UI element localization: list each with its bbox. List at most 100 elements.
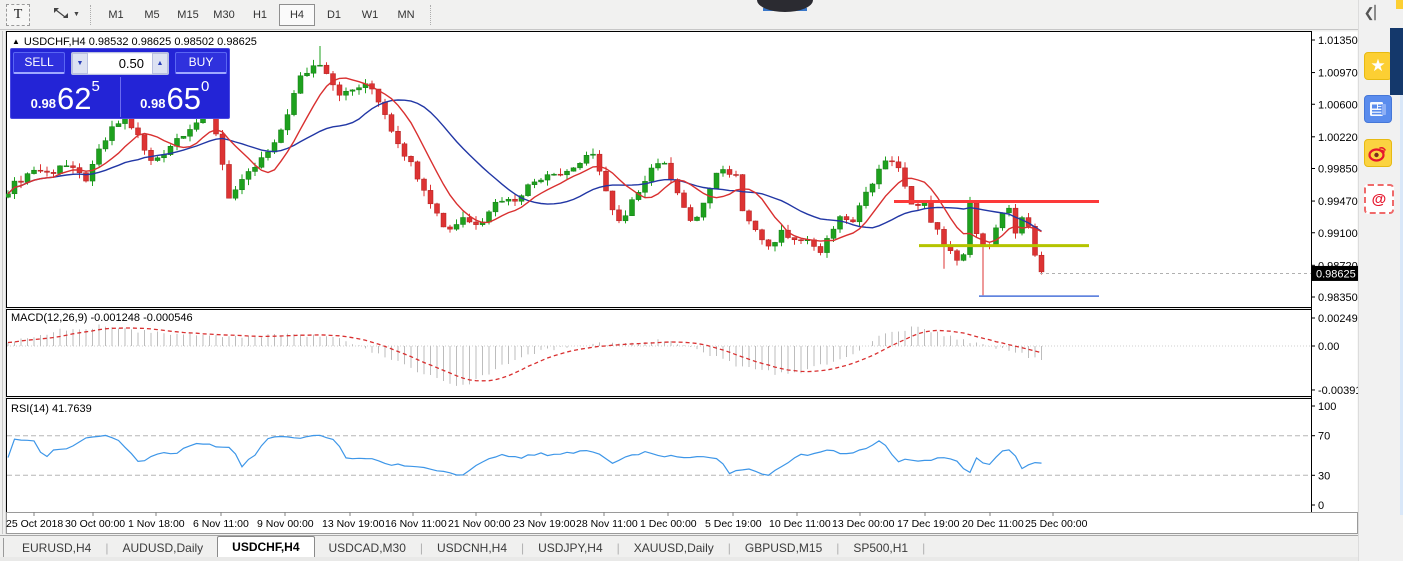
favorites-star-icon[interactable]: ★	[1364, 52, 1392, 80]
time-axis-label: 1 Dec 00:00	[640, 518, 697, 530]
candle-body	[304, 72, 310, 77]
candle-body	[453, 224, 460, 230]
collapse-chart-icon[interactable]: ▲	[12, 37, 20, 46]
timeframe-button-m30[interactable]: M30	[213, 8, 235, 21]
buy-price-display[interactable]: 0.98 65 0	[121, 77, 230, 117]
candle-body	[882, 160, 889, 170]
chart-tab-sp500[interactable]: SP500,H1	[853, 541, 909, 555]
candle-body	[57, 165, 63, 174]
candle-body	[902, 167, 908, 187]
chart-tab-usdcad[interactable]: USDCAD,M30	[328, 541, 406, 555]
sell-button[interactable]: SELL	[13, 52, 65, 74]
candle-body	[349, 89, 356, 92]
background-window-block	[1390, 28, 1403, 95]
candle-body	[336, 84, 343, 96]
candle-body	[284, 114, 291, 131]
chart-tab-usdcnh[interactable]: USDCNH,H4	[437, 541, 508, 555]
price-axis-panel	[1311, 31, 1358, 534]
tab-separator: |	[419, 541, 423, 555]
chart-tab-xauusd[interactable]: XAUUSD,Daily	[633, 541, 714, 555]
price-axis-label: 1.00970	[1318, 68, 1358, 80]
candle-body	[583, 155, 590, 164]
candle-body	[31, 169, 37, 174]
time-axis-label: 13 Nov 19:00	[322, 518, 385, 530]
rsi-axis-label: 30	[1318, 470, 1330, 482]
candle-body	[577, 163, 583, 169]
candle-body	[154, 157, 161, 161]
candle-body	[531, 181, 538, 185]
candle-body	[609, 190, 616, 211]
collapse-sidebar-icon[interactable]: ❮▏	[1363, 5, 1385, 20]
background-window-logo	[757, 0, 813, 12]
candle-body	[297, 75, 304, 94]
time-axis-label: 5 Dec 19:00	[705, 518, 762, 530]
macd-panel[interactable]	[6, 309, 1312, 397]
time-axis-label: 10 Dec 11:00	[769, 518, 831, 530]
price-axis-label: 0.99850	[1318, 164, 1358, 176]
diagonal-arrows-icon	[52, 6, 70, 23]
candle-body	[148, 150, 154, 161]
chart-tab-gbpusd[interactable]: GBPUSD,M15	[744, 541, 823, 555]
chart-tab-eurusd[interactable]: EURUSD,H4	[22, 541, 92, 555]
buy-price-prefix: 0.98	[140, 96, 166, 111]
candle-body	[928, 201, 934, 223]
chart-canvas[interactable]: 1.01350 1.00970 1.00600 1.00220 0.99850 0.994…	[6, 31, 1358, 534]
cursor-arrows-tool-button[interactable]: ▼	[48, 5, 84, 25]
toolbar-separator	[430, 4, 432, 25]
candle-body	[265, 151, 271, 158]
candle-body	[759, 229, 765, 241]
timeframe-button-m1[interactable]: M1	[108, 8, 124, 21]
candle-body	[642, 181, 648, 193]
news-feed-icon[interactable]	[1364, 95, 1392, 123]
timeframe-button-h4[interactable]: H4	[279, 3, 315, 26]
buy-price-sup: 0	[200, 78, 210, 95]
candle-body	[395, 131, 401, 145]
candle-body	[843, 216, 850, 221]
candle-body	[765, 239, 772, 247]
timeframe-button-h1[interactable]: H1	[252, 8, 268, 21]
chevron-down-icon: ▼	[73, 11, 80, 18]
background-window-strip	[1400, 95, 1403, 515]
candle-body	[869, 183, 876, 193]
candle-body	[889, 160, 895, 163]
email-share-icon[interactable]: @	[1364, 184, 1394, 214]
timeframe-button-m5[interactable]: M5	[144, 8, 160, 21]
chart-tab-usdchf[interactable]: USDCHF,H4	[217, 536, 315, 558]
candle-body	[135, 127, 141, 136]
text-tool-button[interactable]: T	[6, 3, 30, 26]
buy-price-big: 65	[166, 81, 201, 116]
candles-layer	[6, 45, 1045, 296]
candle-body	[687, 207, 694, 221]
time-axis-panel	[6, 512, 1358, 534]
ma-fast-line	[7, 77, 1042, 244]
volume-increase-button[interactable]: ▲	[152, 52, 168, 74]
candle-body	[343, 90, 349, 96]
candle-body	[239, 179, 245, 191]
candle-body	[908, 186, 915, 205]
time-axis-label: 13 Dec 00:00	[832, 518, 895, 530]
sell-price-display[interactable]: 0.98 62 5	[11, 77, 121, 117]
weibo-share-icon[interactable]	[1364, 139, 1392, 167]
rsi-axis-label: 100	[1318, 401, 1336, 413]
candle-body	[167, 146, 174, 155]
timeframe-button-d1[interactable]: D1	[326, 8, 342, 21]
chart-tab-usdjpy[interactable]: USDJPY,H4	[538, 541, 603, 555]
sell-price-big: 62	[56, 81, 92, 116]
volume-decrease-button[interactable]: ▼	[72, 52, 88, 74]
candle-body	[401, 143, 408, 157]
chart-tab-audusd[interactable]: AUDUSD,Daily	[122, 541, 204, 555]
candle-body	[590, 153, 596, 156]
timeframe-button-w1[interactable]: W1	[361, 8, 379, 21]
candle-body	[960, 254, 967, 261]
tabbar-edge	[0, 538, 4, 558]
volume-input[interactable]: 0.50	[88, 53, 152, 73]
rsi-axis-label: 70	[1318, 431, 1330, 443]
candle-body	[408, 156, 414, 163]
timeframe-button-mn[interactable]: MN	[397, 8, 415, 21]
price-axis-label: 1.01350	[1318, 35, 1358, 47]
timeframe-button-m15[interactable]: M15	[177, 8, 199, 21]
buy-button[interactable]: BUY	[175, 52, 227, 74]
candle-body	[141, 134, 148, 151]
tab-separator: |	[836, 541, 840, 555]
candle-body	[830, 228, 837, 239]
